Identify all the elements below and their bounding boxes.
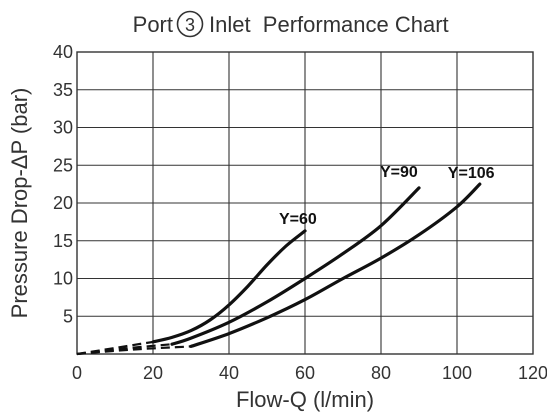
grid (77, 52, 533, 354)
port-number: 3 (185, 15, 195, 35)
y-tick-label: 10 (53, 269, 73, 289)
x-axis-title: Flow-Q (l/min) (236, 387, 374, 412)
series-y60-line (151, 229, 307, 344)
tick-labels: 0 20 40 60 80 100 120 5 10 15 20 25 30 35 40 (53, 42, 547, 383)
chart-title-suffix: Inlet Performance Chart (209, 12, 449, 37)
port-number-circle (176, 10, 204, 38)
chart-title-prefix: Port (133, 12, 173, 37)
plot-frame (76, 51, 534, 355)
series-labels: Y=60 Y=90 Y=106 (279, 164, 495, 228)
series-y106-line (189, 182, 482, 348)
x-tick-label: 100 (442, 363, 472, 383)
y-axis-title: Pressure Drop-ΔP (bar) (7, 88, 32, 319)
series-y106-dashed (76, 345, 192, 356)
y-tick-label: 40 (53, 42, 73, 62)
x-tick-label: 60 (295, 363, 315, 383)
y-tick-label: 20 (53, 193, 73, 213)
x-tick-label: 0 (72, 363, 82, 383)
x-tick-label: 40 (219, 363, 239, 383)
x-tick-label: 80 (371, 363, 391, 383)
series-label-y90: Y=90 (380, 164, 418, 181)
series-label-y106: Y=106 (448, 165, 495, 182)
y-tick-label: 15 (53, 231, 73, 251)
series (76, 182, 482, 356)
series-y90-line (170, 186, 421, 346)
y-tick-label: 25 (53, 155, 73, 175)
series-y90-dashed (76, 343, 173, 356)
y-tick-label: 5 (63, 306, 73, 326)
x-tick-label: 120 (518, 363, 547, 383)
series-label-y60: Y=60 (279, 211, 317, 228)
y-tick-label: 35 (53, 80, 73, 100)
x-tick-label: 20 (143, 363, 163, 383)
y-tick-label: 30 (53, 118, 73, 138)
chart-title: Port 3 Inlet Performance Chart (133, 10, 449, 38)
